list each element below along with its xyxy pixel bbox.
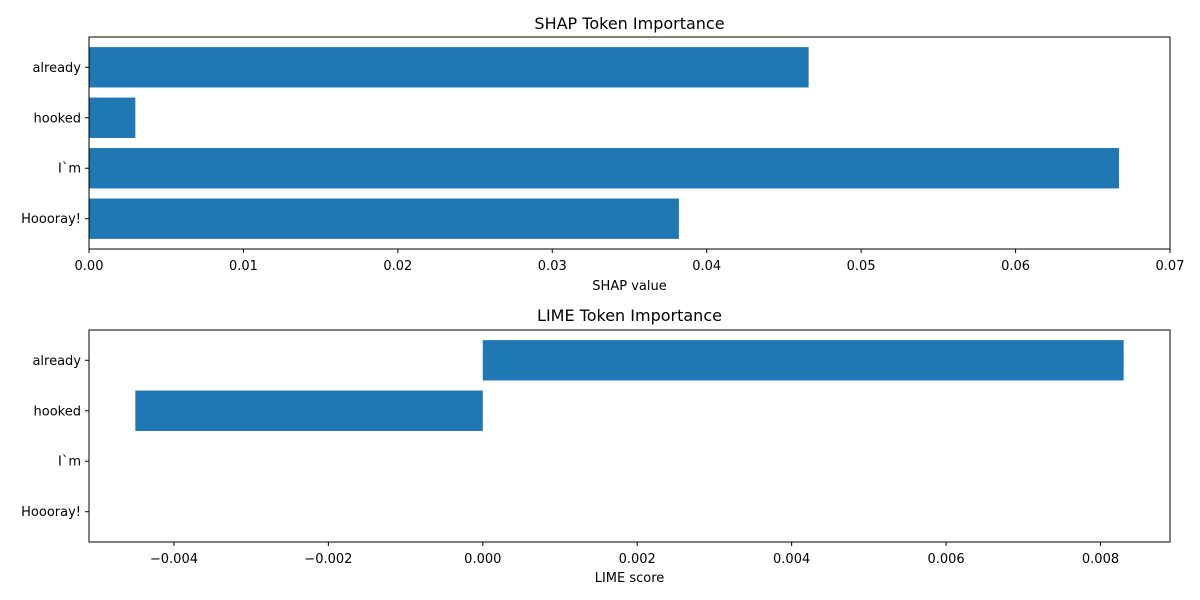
shap-chart: SHAP Token Importance already hooked I`m Ho… xyxy=(21,14,1184,294)
shap-x-axis-label: SHAP value xyxy=(592,279,666,294)
lime-x-tick-label: 0.004 xyxy=(773,552,810,567)
lime-x-tick-label: 0.002 xyxy=(619,552,656,567)
shap-bar xyxy=(89,148,1120,189)
lime-bar xyxy=(482,340,1124,381)
lime-plot-frame xyxy=(88,329,1171,543)
lime-x-tick-label: 0.006 xyxy=(927,552,964,567)
shap-x-tick-label: 0.07 xyxy=(1156,259,1185,274)
shap-bar xyxy=(89,97,136,138)
lime-x-axis-label: LIME score xyxy=(595,571,665,586)
lime-y-tick-label: I`m xyxy=(58,455,81,470)
lime-chart-title: LIME Token Importance xyxy=(537,306,722,325)
shap-x-tick-label: 0.06 xyxy=(1001,259,1030,274)
shap-y-tick-label: hooked xyxy=(34,111,81,126)
shap-y-tick-label: I`m xyxy=(58,162,81,177)
shap-y-tick-label: already xyxy=(32,61,81,76)
shap-plot-frame xyxy=(88,36,1171,250)
shap-x-tick-label: 0.00 xyxy=(75,259,104,274)
shap-x-tick-label: 0.05 xyxy=(847,259,876,274)
shap-x-tick-label: 0.02 xyxy=(383,259,412,274)
lime-x-tick-label: 0.008 xyxy=(1082,552,1119,567)
shap-x-axis: 0.00 0.01 0.02 0.03 0.04 0.05 0.06 0.07 xyxy=(75,249,1185,274)
shap-y-tick-label: Hoooray! xyxy=(21,212,81,227)
shap-bar xyxy=(89,198,679,239)
lime-y-tick-label: Hoooray! xyxy=(21,505,81,520)
lime-x-tick-label: −0.002 xyxy=(304,552,352,567)
shap-bar xyxy=(89,47,809,88)
shap-x-tick-label: 0.01 xyxy=(229,259,258,274)
shap-x-tick-label: 0.03 xyxy=(538,259,567,274)
lime-x-tick-label: −0.004 xyxy=(150,552,198,567)
shap-bars xyxy=(89,47,1120,239)
shap-chart-title: SHAP Token Importance xyxy=(534,14,724,33)
lime-chart: LIME Token Importance already hooked I`m Ho… xyxy=(21,306,1171,586)
shap-y-axis: already hooked I`m Hoooray! xyxy=(21,61,89,227)
lime-x-axis: −0.004 −0.002 0.000 0.002 0.004 0.006 0.008 xyxy=(150,542,1119,567)
lime-x-tick-label: 0.000 xyxy=(464,552,501,567)
lime-bars xyxy=(135,340,1124,431)
lime-y-axis: already hooked I`m Hoooray! xyxy=(21,354,89,520)
lime-y-tick-label: hooked xyxy=(34,404,81,419)
shap-x-tick-label: 0.04 xyxy=(692,259,721,274)
lime-bar xyxy=(135,390,483,431)
lime-y-tick-label: already xyxy=(32,354,81,369)
